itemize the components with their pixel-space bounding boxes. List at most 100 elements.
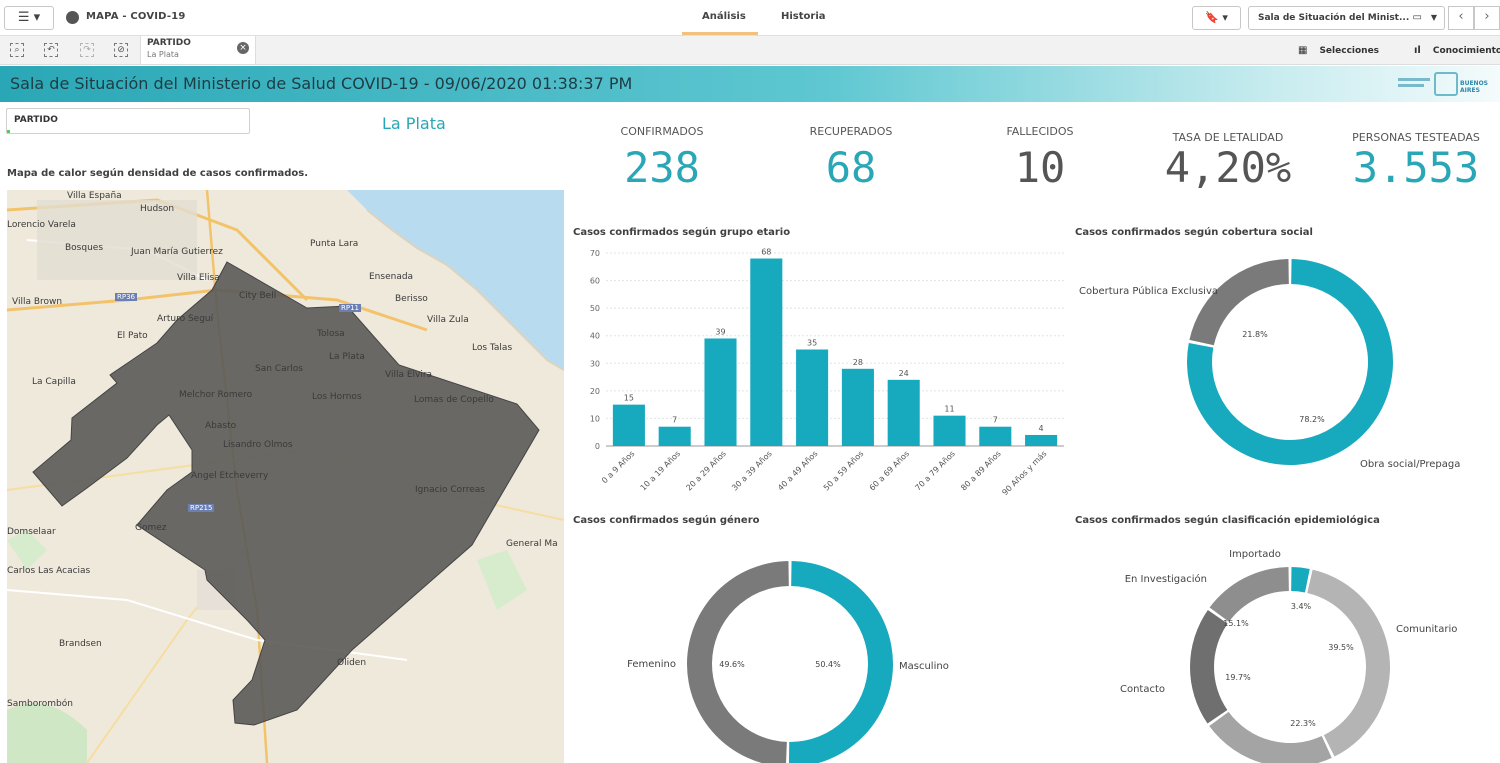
age-chart-title: Casos confirmados según grupo etario: [573, 227, 791, 238]
bar-value-label: 39: [715, 327, 725, 336]
previous-sheet-button[interactable]: ‹: [1448, 6, 1474, 30]
conocimiento-button[interactable]: ıl Conocimiento: [1414, 36, 1500, 65]
donut-slice: [788, 561, 894, 763]
x-tick-label: 50 a 59 Años: [822, 449, 865, 492]
slice-percent-label: 19.7%: [1225, 673, 1251, 682]
clear-selection-icon[interactable]: ×: [237, 42, 249, 54]
step-back-icon[interactable]: ↶: [44, 43, 58, 57]
map-label: Carlos Las Acacias: [7, 566, 91, 576]
map-label: San Carlos: [255, 364, 303, 374]
slice-percent-label: 3.4%: [1291, 602, 1312, 611]
coverage-donut-chart[interactable]: 78.2% Obra social/Prepaga 21.8% Cobertura P…: [1070, 245, 1500, 500]
bar: [750, 258, 783, 446]
sheet-name: Sala de Situación del Minist...: [1258, 13, 1410, 23]
x-tick-label: 80 a 89 Años: [959, 449, 1002, 492]
age-bar-chart[interactable]: 0 10 20 30 40 50 60 70 15 0 a 9 Años 7 10 a 19 Años…: [570, 240, 1070, 505]
bar: [933, 415, 966, 446]
map-label: Melchor Romero: [179, 390, 253, 400]
next-sheet-button[interactable]: ›: [1474, 6, 1500, 30]
active-tab-indicator: [682, 32, 758, 35]
map-label: Villa Elvira: [385, 370, 433, 380]
map-label: Lorencio Varela: [7, 220, 76, 230]
selection-chip[interactable]: PARTIDO La Plata ×: [140, 36, 256, 64]
slice-percent-label: 50.4%: [815, 660, 841, 669]
selecciones-label: Selecciones: [1319, 46, 1380, 56]
map-label: Lomas de Copello: [414, 395, 494, 405]
bar: [1025, 434, 1058, 446]
donut-slice: [1209, 711, 1332, 763]
coverage-chart-title: Casos confirmados según cobertura social: [1075, 227, 1313, 238]
slice-label: Comunitario: [1396, 624, 1457, 635]
clear-selections-icon[interactable]: ⊘: [114, 43, 128, 57]
page-title: Sala de Situación del Ministerio de Salu…: [10, 74, 633, 93]
map-label: Berisso: [395, 294, 428, 304]
map-label: Tolosa: [317, 329, 345, 339]
slice-label: Femenino: [627, 659, 676, 670]
slice-label: Obra social/Prepaga: [1360, 459, 1460, 470]
kpi-value: 238: [624, 143, 700, 192]
gender-donut-chart[interactable]: 50.4% Masculino 49.6% Femenino: [570, 530, 1060, 763]
epi-donut-chart[interactable]: 3.4% Importado 39.5% Comunitario 22.3% 19.7% C…: [1070, 530, 1500, 763]
map-label: Villa Zula: [427, 315, 469, 325]
bar-value-label: 11: [944, 405, 954, 414]
y-tick-label: 30: [590, 359, 600, 368]
chevron-right-icon: ›: [1484, 9, 1490, 24]
map-label: Domselaar: [7, 527, 56, 537]
map-title: Mapa de calor según densidad de casos co…: [7, 168, 309, 179]
slice-label: Masculino: [899, 661, 949, 672]
bar: [658, 426, 691, 446]
x-tick-label: 30 a 39 Años: [730, 449, 773, 492]
smart-search-icon[interactable]: ⌕: [10, 43, 24, 57]
ministry-logo: BUENOS AIRES: [1398, 72, 1498, 96]
la-plata-region: [32, 261, 540, 726]
epi-chart-title: Casos confirmados según clasificación ep…: [1075, 515, 1380, 526]
filter-selection-bar: [7, 130, 10, 133]
selecciones-button[interactable]: ▦ Selecciones: [1298, 36, 1379, 65]
bar: [612, 404, 645, 446]
slice-percent-label: 15.1%: [1223, 619, 1249, 628]
kpi-label: CONFIRMADOS: [620, 125, 704, 138]
sheet-selector[interactable]: Sala de Situación del Minist... ▭ ▼: [1248, 6, 1445, 30]
map-label: La Capilla: [32, 377, 76, 387]
selections-icon: ▦: [1298, 45, 1308, 56]
heat-map[interactable]: Villa España Hudson Lorencio Varela Bosques…: [7, 190, 564, 763]
menu-button[interactable]: ☰ ▾: [4, 6, 54, 30]
tab-analisis[interactable]: Análisis: [702, 11, 746, 22]
kpi-label: PERSONAS TESTEADAS: [1352, 131, 1480, 144]
selection-value: La Plata: [147, 50, 179, 59]
selected-partido: La Plata: [382, 114, 446, 133]
kpi-label: FALLECIDOS: [1006, 125, 1074, 138]
map-label: Ensenada: [369, 272, 414, 282]
bar-value-label: 28: [853, 358, 863, 367]
bar-value-label: 35: [807, 339, 817, 348]
map-label: Los Hornos: [312, 392, 362, 402]
y-tick-label: 10: [590, 414, 600, 423]
map-label: Lisandro Olmos: [223, 440, 293, 450]
map-label: Brandsen: [59, 639, 102, 649]
slice-percent-label: 22.3%: [1290, 719, 1316, 728]
x-tick-label: 0 a 9 Años: [600, 449, 636, 485]
donut-slice: [1307, 569, 1390, 757]
tab-historia[interactable]: Historia: [781, 11, 826, 22]
bar: [704, 338, 737, 446]
map-canvas: [7, 190, 564, 763]
bar-value-label: 4: [1039, 424, 1044, 433]
app-title: MAPA - COVID-19: [86, 11, 186, 22]
map-label: Ignacio Correas: [415, 485, 485, 495]
map-label: Los Talas: [472, 343, 513, 353]
x-tick-label: 20 a 29 Años: [684, 449, 727, 492]
map-label: Juan María Gutierrez: [131, 247, 223, 257]
partido-filter[interactable]: PARTIDO: [6, 108, 250, 134]
map-label: Gomez: [135, 523, 167, 533]
map-label: Angel Etcheverry: [191, 471, 269, 481]
globe-icon: [66, 11, 79, 24]
chevron-left-icon: ‹: [1458, 9, 1464, 24]
hamburger-icon: ☰ ▾: [17, 10, 41, 25]
map-label: Samborombón: [7, 699, 73, 709]
bookmark-button[interactable]: 🔖 ▾: [1192, 6, 1241, 30]
kpi-value: 68: [825, 143, 877, 192]
step-forward-icon[interactable]: ↷: [80, 43, 94, 57]
kpi-label: RECUPERADOS: [809, 125, 893, 138]
y-tick-label: 20: [590, 387, 600, 396]
conocimiento-label: Conocimiento: [1432, 46, 1500, 56]
